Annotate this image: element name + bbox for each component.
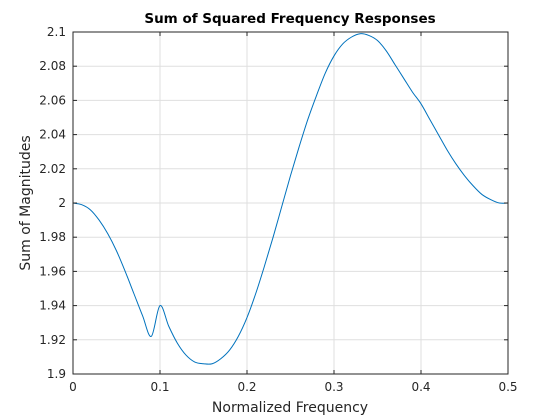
x-tick-label: 0.4 [411, 380, 430, 394]
y-tick-label: 1.96 [39, 264, 66, 278]
x-tick-label: 0.2 [237, 380, 256, 394]
axis-ticks [72, 31, 509, 375]
y-tick-label: 2.02 [39, 162, 66, 176]
y-tick-label: 2.06 [39, 93, 66, 107]
y-tick-label: 1.92 [39, 333, 66, 347]
y-tick-label: 1.9 [47, 367, 66, 381]
x-tick-label: 0 [69, 380, 77, 394]
chart-title: Sum of Squared Frequency Responses [144, 11, 435, 27]
grid-lines [73, 32, 508, 374]
x-axis-label: Normalized Frequency [212, 400, 368, 416]
tick-labels: 0 0.1 0.2 0.3 0.4 0.5 1.9 1.92 1.94 1.96 1.98 2 2.02… [39, 25, 517, 394]
y-axis-label: Sum of Magnitudes [18, 135, 34, 270]
series-layer [72, 33, 509, 365]
x-tick-label: 0.5 [498, 380, 517, 394]
y-tick-label: 2.1 [47, 25, 66, 39]
y-tick-label: 1.98 [39, 230, 66, 244]
series-line [72, 33, 509, 365]
y-tick-label: 2.08 [39, 59, 66, 73]
x-tick-label: 0.3 [324, 380, 343, 394]
y-tick-label: 1.94 [39, 299, 66, 313]
y-tick-label: 2 [58, 196, 66, 210]
x-tick-label: 0.1 [150, 380, 169, 394]
y-tick-label: 2.04 [39, 128, 66, 142]
